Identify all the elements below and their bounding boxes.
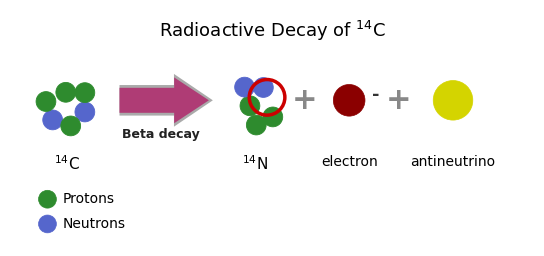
Circle shape [75,102,95,122]
Text: +: + [386,86,411,115]
Text: Neutrons: Neutrons [63,217,125,231]
Text: Beta decay: Beta decay [122,128,200,141]
FancyArrowPatch shape [120,74,213,127]
Circle shape [433,81,473,120]
Circle shape [56,82,76,102]
Circle shape [75,83,95,102]
Circle shape [333,84,365,116]
Circle shape [36,92,56,111]
Text: $^{14}$N: $^{14}$N [242,155,268,173]
Circle shape [61,116,81,136]
Text: electron: electron [321,155,378,169]
Circle shape [246,115,266,135]
Text: +: + [292,86,318,115]
Circle shape [39,190,57,208]
Text: $^{14}$C: $^{14}$C [54,155,81,173]
Text: Radioactive Decay of $^{14}$C: Radioactive Decay of $^{14}$C [158,19,386,43]
Circle shape [234,77,255,97]
Text: antineutrino: antineutrino [411,155,496,169]
Circle shape [43,110,63,130]
FancyArrowPatch shape [120,77,209,123]
Text: Protons: Protons [63,192,114,206]
Circle shape [39,215,57,233]
Circle shape [263,107,283,127]
Circle shape [240,96,260,116]
Circle shape [254,78,273,97]
Text: -: - [372,86,379,104]
